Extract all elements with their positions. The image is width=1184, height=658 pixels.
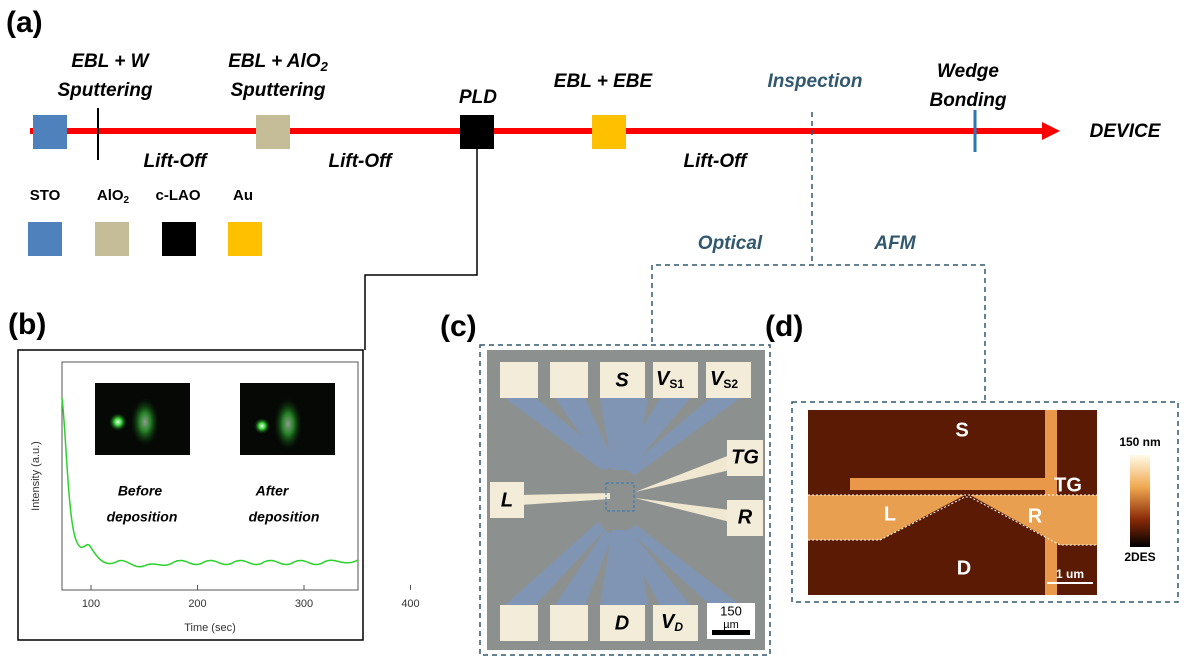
afm-label: L [884, 503, 896, 525]
colorbar-label: 150 nm [1119, 435, 1160, 449]
afm-l [808, 495, 965, 540]
rheed-streak [131, 398, 159, 446]
legend-text: STO [30, 187, 61, 204]
pads [490, 362, 763, 641]
c-frame [479, 344, 771, 656]
legend-swatch [162, 222, 196, 256]
panel-label: (a) [6, 6, 43, 39]
step-label: EBL + EBE [554, 71, 654, 92]
pad-label: VD [661, 611, 683, 634]
step-label: Wedge [937, 61, 999, 82]
scale-bar [712, 630, 750, 635]
afm-label: TG [1054, 474, 1082, 496]
step-label: Sputtering [58, 80, 153, 101]
pld-connector [364, 149, 478, 350]
electrodes [505, 398, 740, 605]
d-frame [791, 401, 1179, 603]
outline [808, 496, 1097, 546]
legend-label: AlO2 [97, 187, 130, 206]
l-gate [520, 493, 610, 505]
subscript: S1 [669, 377, 684, 391]
arrow-head [1042, 122, 1060, 140]
pad-label: VS2 [710, 368, 738, 391]
legend-text: AlO [97, 187, 124, 204]
legend-swatch [95, 222, 129, 256]
panel-label: (c) [440, 310, 477, 343]
pad-label: VS1 [656, 368, 684, 391]
afm-r [970, 495, 1097, 545]
pad-label: TG [731, 446, 759, 468]
caption: deposition [107, 509, 178, 525]
pad-label: S [615, 369, 629, 391]
lift-off: Lift-Off [329, 151, 394, 172]
x-tick-label: 300 [295, 598, 313, 610]
alo2-square [256, 115, 290, 149]
method-label: AFM [873, 233, 916, 254]
au-square [592, 115, 626, 149]
step-text: EBL + AlO [228, 51, 321, 72]
pad-label: L [501, 489, 513, 511]
rheed-spot [109, 413, 127, 431]
step-label: Sputtering [231, 80, 326, 101]
step-label: PLD [459, 87, 497, 108]
rheed-axes [61, 361, 359, 591]
method-label: Optical [698, 233, 763, 254]
step-label: EBL + AlO2 [228, 51, 328, 74]
legend-label: STO [30, 187, 61, 204]
pad-label: R [738, 506, 753, 528]
legend-label: c-LAO [156, 187, 201, 204]
pad-text: V [656, 368, 671, 390]
y-axis-label: Intensity (a.u.) [30, 441, 42, 511]
afm-label: R [1028, 505, 1043, 527]
scale-unit: µm [723, 619, 739, 631]
inspection-connector [651, 264, 986, 402]
x-tick-label: 100 [82, 598, 100, 610]
pad-text: V [661, 611, 676, 633]
rheed-spot [254, 418, 270, 434]
step-label: Inspection [767, 71, 862, 92]
tg-gate [635, 455, 730, 492]
lao-square [460, 115, 494, 149]
afm-label: S [955, 419, 968, 441]
r-gate [635, 498, 730, 522]
step-label: Bonding [929, 90, 1006, 111]
legend-text: c-LAO [156, 187, 201, 204]
caption: After [255, 483, 290, 499]
zoom-box [605, 482, 635, 512]
subscript: S2 [723, 377, 738, 391]
subscript: D [674, 620, 683, 634]
afm-bar [850, 478, 1055, 490]
scale-value: 150 [720, 603, 742, 618]
pad-label: D [615, 612, 629, 634]
lift-off: Lift-Off [684, 151, 749, 172]
x-tick-label: 200 [188, 598, 206, 610]
rheed-streak [274, 398, 302, 450]
pad-text: V [710, 368, 725, 390]
legend-swatch [28, 222, 62, 256]
end-label: DEVICE [1090, 121, 1162, 142]
afm-scale: 1 um [1056, 567, 1084, 581]
colorbar [1130, 455, 1150, 547]
panel-label: (d) [765, 310, 803, 343]
subscript: 2 [320, 59, 329, 74]
rheed-curve [61, 397, 359, 568]
lift-off: Lift-Off [144, 151, 209, 172]
x-axis-label: Time (sec) [184, 622, 236, 634]
caption: deposition [249, 509, 320, 525]
sto-square [33, 115, 67, 149]
colorbar-label: 2DES [1124, 550, 1155, 564]
panel-label: (b) [8, 308, 46, 341]
subscript: 2 [124, 195, 130, 206]
x-tick-label: 400 [401, 598, 419, 610]
legend-swatch [228, 222, 262, 256]
step-label: EBL + W [71, 51, 150, 72]
caption: Before [118, 483, 163, 499]
legend-label: Au [233, 187, 253, 204]
legend: STO AlO2 c-LAO Au [28, 187, 262, 256]
afm-label: D [957, 557, 971, 579]
legend-text: Au [233, 187, 253, 204]
